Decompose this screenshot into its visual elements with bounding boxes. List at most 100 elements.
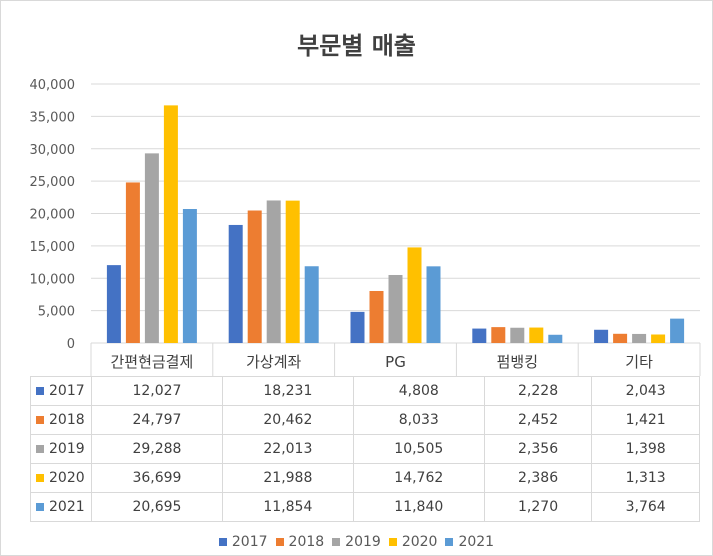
bar-2017-4 <box>594 329 609 343</box>
table-cell: 2,228 <box>483 376 593 406</box>
bar-2018-1 <box>247 210 262 343</box>
legend-label: 2020 <box>401 534 438 550</box>
table-cell: 36,699 <box>91 463 223 493</box>
table-row: 2019 29,288 22,013 10,505 2,356 1,398 <box>30 434 700 464</box>
bar-2020-4 <box>651 334 666 343</box>
y-tick-label: 15,000 <box>30 240 76 255</box>
legend-key-swatch <box>36 416 44 424</box>
table-cell: 2,386 <box>483 463 593 493</box>
y-tick-label: 10,000 <box>30 272 76 287</box>
chart-title: 부문별 매출 <box>297 32 416 60</box>
table-cell: 21,988 <box>221 463 354 493</box>
chart-plot: 0 5,000 10,000 15,000 20,000 25,000 30,000 35,0… <box>30 78 701 376</box>
legend-label: 2017 <box>231 534 268 550</box>
bar-2021-2 <box>426 266 441 343</box>
table-cell: 20,462 <box>221 405 354 435</box>
bar-2018-2 <box>369 290 384 343</box>
bar-2020-2 <box>407 247 422 343</box>
x-category-label: PG <box>385 353 406 371</box>
legend-key-swatch <box>36 503 44 511</box>
table-row-label: 2019 <box>30 434 92 464</box>
table-cell: 11,840 <box>352 492 485 522</box>
legend-key-swatch <box>36 445 44 453</box>
bar-2019-1 <box>266 200 281 343</box>
legend-swatch <box>218 538 227 546</box>
legend-item-2019: 2019 <box>332 534 381 550</box>
table-cell: 29,288 <box>91 434 223 464</box>
table-cell: 1,398 <box>591 434 700 464</box>
table-row-label-text: 2021 <box>49 499 85 515</box>
bar-2021-0 <box>182 208 197 343</box>
y-tick-label: 40,000 <box>30 78 76 93</box>
table-cell: 8,033 <box>352 405 485 435</box>
table-row-label-text: 2020 <box>49 470 85 486</box>
table-cell: 1,313 <box>591 463 700 493</box>
x-category-label: 펌뱅킹 <box>497 353 538 371</box>
table-cell: 20,695 <box>91 492 223 522</box>
table-cell: 24,797 <box>91 405 223 435</box>
bar-2019-0 <box>144 153 159 343</box>
table-cell: 1,421 <box>591 405 700 435</box>
legend-swatch <box>388 538 397 546</box>
legend-item-2021: 2021 <box>445 534 494 550</box>
legend-item-2018: 2018 <box>275 534 325 550</box>
bar-2017-1 <box>228 224 243 343</box>
table-row-label: 2021 <box>30 492 92 522</box>
legend-swatch <box>445 538 454 546</box>
x-category-label: 가상계좌 <box>246 353 301 371</box>
legend-key-swatch <box>36 387 44 395</box>
bar-2019-3 <box>510 327 525 343</box>
table-row: 2017 12,027 18,231 4,808 2,228 2,043 <box>30 376 700 406</box>
table-cell: 1,270 <box>483 492 593 522</box>
table-row-label-text: 2017 <box>49 383 85 399</box>
table-cell: 2,452 <box>483 405 593 435</box>
bar-2019-4 <box>632 333 647 343</box>
table-cell: 4,808 <box>352 376 485 406</box>
table-row-label: 2020 <box>30 463 92 493</box>
y-tick-label: 25,000 <box>30 175 76 190</box>
bar-2021-3 <box>548 334 563 343</box>
table-row: 2020 36,699 21,988 14,762 2,386 1,313 <box>30 463 700 493</box>
legend-label: 2019 <box>345 534 381 550</box>
legend-label: 2018 <box>288 534 325 550</box>
table-cell: 3,764 <box>591 492 700 522</box>
legend-item-2020: 2020 <box>388 534 438 550</box>
table-row-label-text: 2019 <box>49 441 85 457</box>
y-tick-label: 20,000 <box>30 208 76 223</box>
data-table: 2017 12,027 18,231 4,808 2,228 2,043 2018 24,79… <box>30 376 700 522</box>
bar-2018-3 <box>491 327 506 343</box>
legend-swatch <box>275 538 284 546</box>
legend-label: 2021 <box>458 534 495 550</box>
y-tick-label: 30,000 <box>30 143 76 158</box>
bar-2020-1 <box>285 200 300 343</box>
y-tick-label: 35,000 <box>30 110 76 125</box>
table-cell: 11,854 <box>221 492 354 522</box>
legend-item-2017: 2017 <box>218 534 268 550</box>
x-category-label: 기타 <box>625 353 653 371</box>
table-cell: 22,013 <box>221 434 354 464</box>
bar-2017-0 <box>106 265 121 343</box>
table-cell: 2,043 <box>591 376 700 406</box>
legend: 2017 2018 2019 2020 2021 <box>0 534 713 550</box>
table-cell: 10,505 <box>352 434 485 464</box>
bar-2018-0 <box>125 182 140 343</box>
table-row-label-text: 2018 <box>49 412 85 428</box>
table-cell: 12,027 <box>91 376 223 406</box>
table-cell: 14,762 <box>352 463 485 493</box>
legend-swatch <box>332 538 341 546</box>
table-row-label: 2018 <box>30 405 92 435</box>
bar-2018-4 <box>613 333 628 343</box>
bar-2020-3 <box>529 327 544 343</box>
table-cell: 18,231 <box>221 376 354 406</box>
bar-2017-3 <box>472 328 487 343</box>
y-tick-label: 5,000 <box>38 305 75 320</box>
x-category-label: 간편현금결제 <box>110 353 193 371</box>
bar-2021-4 <box>670 318 685 343</box>
table-row: 2018 24,797 20,462 8,033 2,452 1,421 <box>30 405 700 435</box>
table-row: 2021 20,695 11,854 11,840 1,270 3,764 <box>30 492 700 522</box>
table-row-label: 2017 <box>30 376 92 406</box>
y-tick-label: 0 <box>67 337 75 352</box>
bar-2019-2 <box>388 274 403 343</box>
table-cell: 2,356 <box>483 434 593 464</box>
bar-2021-1 <box>304 266 319 343</box>
